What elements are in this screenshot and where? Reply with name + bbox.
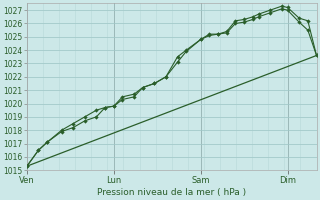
X-axis label: Pression niveau de la mer ( hPa ): Pression niveau de la mer ( hPa ) (97, 188, 246, 197)
